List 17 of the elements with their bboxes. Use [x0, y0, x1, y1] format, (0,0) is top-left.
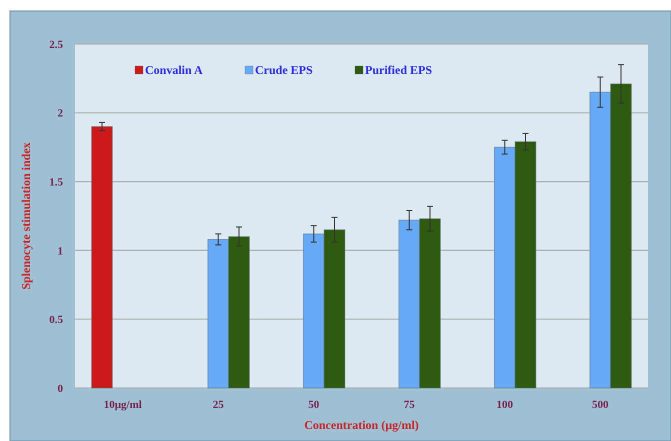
x-tick-label: 50: [308, 399, 320, 411]
y-tick-label: 1: [58, 245, 63, 258]
legend-label: Convalin A: [145, 63, 204, 77]
legend-label: Crude EPS: [255, 63, 313, 77]
x-tick-label: 75: [404, 399, 416, 411]
y-tick-label: 0.5: [49, 314, 64, 326]
y-tick-label: 0: [58, 382, 64, 395]
x-tick-label: 500: [592, 399, 609, 411]
x-tick-label: 25: [212, 399, 224, 411]
y-tick-label: 1.5: [49, 176, 64, 188]
y-tick-label: 2: [58, 108, 64, 120]
x-axis-title: Concentration (µg/ml): [304, 418, 419, 432]
y-tick-label: 2.5: [49, 38, 64, 51]
x-tick-label: 10µg/ml: [104, 399, 142, 411]
legend-label: Purified EPS: [365, 63, 432, 77]
y-axis-title: Splenocyte stimulation index: [19, 142, 33, 290]
x-tick-label: 100: [496, 399, 514, 411]
